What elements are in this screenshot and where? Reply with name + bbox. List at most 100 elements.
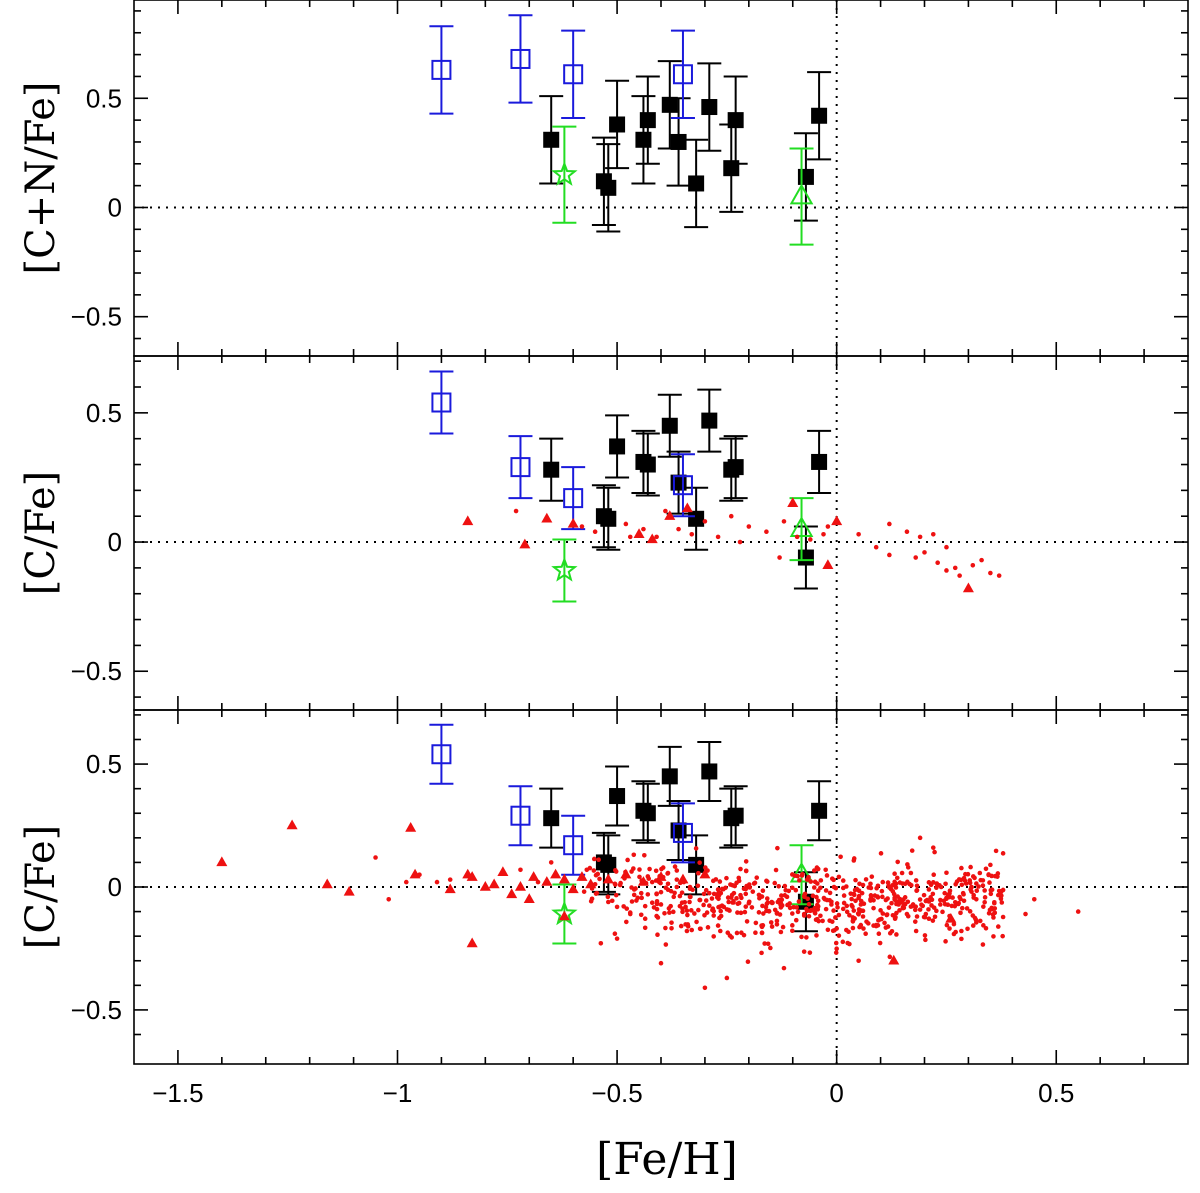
data-point-dot bbox=[696, 907, 701, 913]
data-point-dot bbox=[742, 909, 748, 915]
data-point-dot bbox=[825, 927, 831, 933]
data-point-dot bbox=[926, 887, 932, 892]
data-point-dot bbox=[734, 930, 740, 936]
data-point-dot bbox=[581, 889, 587, 894]
data-point-dot bbox=[589, 886, 595, 891]
data-point-dot bbox=[806, 913, 812, 919]
data-point-dot bbox=[678, 923, 684, 929]
panel-frame bbox=[133, 709, 1189, 1065]
data-point-dot bbox=[591, 868, 597, 873]
data-point-dot bbox=[981, 904, 986, 909]
data-point-dot bbox=[591, 856, 597, 862]
data-point-dot bbox=[812, 911, 818, 916]
data-point-dot bbox=[995, 924, 1001, 929]
data-point-dot bbox=[860, 914, 866, 919]
data-point-dot bbox=[642, 852, 647, 858]
data-point-dot bbox=[737, 539, 743, 545]
data-point-open-triangle bbox=[789, 516, 814, 537]
data-point-dot bbox=[856, 958, 861, 964]
data-point-dot bbox=[926, 907, 931, 912]
data-point-dot bbox=[719, 886, 725, 892]
data-point-dot bbox=[861, 901, 867, 907]
y-tick-label: 0.5 bbox=[86, 749, 122, 779]
data-point-dot bbox=[373, 855, 378, 860]
data-point-dot bbox=[732, 883, 738, 889]
data-point-dot bbox=[961, 875, 967, 881]
data-point-dot bbox=[951, 921, 957, 927]
data-point-dot bbox=[810, 893, 816, 899]
data-point-dot bbox=[796, 899, 802, 904]
data-point-triangle bbox=[405, 822, 417, 832]
y-tick-label: 0 bbox=[108, 192, 122, 222]
data-point-dot bbox=[657, 873, 662, 879]
data-point-dot bbox=[840, 939, 846, 945]
data-point-square bbox=[639, 805, 656, 822]
data-point-dot bbox=[892, 871, 897, 877]
data-point-dot bbox=[609, 898, 615, 904]
data-point-square bbox=[727, 459, 744, 476]
data-point-dot bbox=[941, 898, 947, 904]
series-star-open bbox=[551, 538, 578, 603]
data-point-dot bbox=[965, 926, 970, 932]
data-point-dot bbox=[923, 937, 928, 943]
data-point-dot bbox=[961, 898, 967, 904]
data-point-dot bbox=[776, 883, 781, 889]
data-point-triangle bbox=[506, 888, 518, 899]
data-point-dot bbox=[986, 911, 992, 916]
x-tick-labels: −1.5 −1 −0.5 0 0.5 bbox=[152, 1078, 1074, 1108]
data-point-dot bbox=[846, 929, 851, 935]
data-point-triangle bbox=[787, 497, 799, 507]
data-point-dot bbox=[1000, 914, 1006, 920]
data-point-dot bbox=[727, 908, 732, 913]
data-point-triangle bbox=[567, 517, 579, 528]
data-point-dot bbox=[853, 877, 858, 883]
data-point-dot bbox=[844, 909, 850, 915]
data-point-dot bbox=[806, 901, 812, 907]
data-point-dot bbox=[834, 946, 839, 952]
data-point-open-square bbox=[510, 457, 531, 478]
data-point-dot bbox=[928, 895, 933, 900]
data-point-dot bbox=[794, 534, 800, 540]
data-point-dot bbox=[715, 887, 721, 892]
data-point-dot bbox=[768, 920, 774, 925]
data-point-dot bbox=[778, 905, 784, 910]
data-point-dot bbox=[705, 925, 711, 930]
series-square-open bbox=[429, 14, 695, 119]
data-point-dot bbox=[801, 949, 807, 954]
data-point-dot bbox=[924, 897, 930, 903]
data-point-dot bbox=[764, 896, 770, 901]
data-point-dot bbox=[631, 892, 637, 898]
data-point-triangle bbox=[664, 510, 676, 520]
data-point-dot bbox=[801, 913, 807, 918]
data-point-dot bbox=[1000, 887, 1006, 893]
data-point-dot bbox=[715, 923, 721, 928]
data-point-dot bbox=[876, 931, 882, 937]
data-point-dot bbox=[885, 880, 891, 885]
data-point-dot bbox=[853, 898, 858, 904]
data-point-dot bbox=[970, 923, 976, 928]
data-point-dot bbox=[725, 930, 731, 936]
data-point-dot bbox=[904, 911, 910, 917]
data-point-dot bbox=[991, 934, 996, 939]
data-point-dot bbox=[702, 519, 708, 524]
data-point-dot bbox=[662, 911, 667, 916]
data-point-dot bbox=[1031, 896, 1037, 902]
data-point-triangle bbox=[479, 881, 491, 891]
y-axis-label: [C+N/Fe] bbox=[18, 81, 64, 274]
data-point-dot bbox=[649, 879, 655, 885]
data-point-dot bbox=[717, 928, 723, 934]
data-point-dot bbox=[797, 878, 802, 883]
data-point-triangle bbox=[831, 515, 843, 526]
data-point-dot bbox=[973, 917, 979, 922]
data-point-dot bbox=[807, 950, 813, 955]
data-point-square bbox=[543, 810, 560, 827]
data-point-dot bbox=[792, 873, 798, 878]
data-point-dot bbox=[860, 908, 866, 914]
data-point-dot bbox=[820, 918, 825, 924]
data-point-dot bbox=[945, 902, 951, 907]
data-point-dot bbox=[850, 904, 855, 909]
data-point-dot bbox=[808, 537, 813, 542]
data-point-dot bbox=[624, 919, 629, 925]
data-point-dot bbox=[793, 887, 799, 893]
data-point-square bbox=[723, 160, 740, 177]
